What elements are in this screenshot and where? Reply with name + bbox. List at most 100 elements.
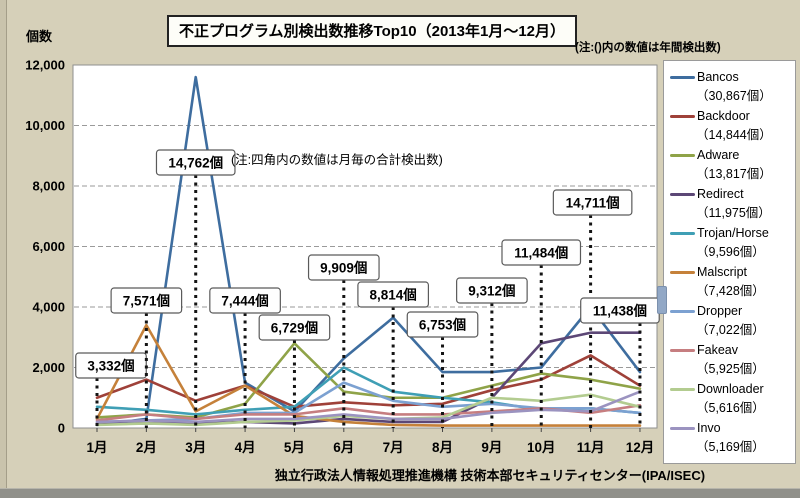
x-tick-label: 1月 (86, 440, 107, 455)
y-tick-label: 6,000 (32, 239, 65, 254)
legend-series-name: Malscript (697, 265, 748, 279)
legend-item-adware: Adware （13,817個） (670, 146, 793, 184)
legend-line-swatch (670, 349, 695, 352)
annotation-6: 9,909個 (307, 254, 380, 428)
legend-series-name: Adware (697, 148, 740, 162)
legend-series-name: Invo (697, 421, 721, 435)
y-tick-label: 2,000 (32, 360, 65, 375)
legend-series-name: Redirect (697, 187, 744, 201)
window-left-edge (0, 0, 7, 498)
legend-name-row: Adware (670, 146, 793, 165)
annotation-label: 9,909個 (320, 260, 367, 276)
legend-line-swatch (670, 76, 695, 79)
annotation-3: 14,762個 (155, 149, 236, 428)
legend-line-swatch (670, 427, 695, 430)
legend-name-row: Trojan/Horse (670, 224, 793, 243)
legend-item-bancos: Bancos （30,867個） (670, 68, 793, 106)
annotation-box (307, 254, 380, 281)
legend-annual-total: （5,616個） (696, 401, 765, 415)
legend-name-row: Downloader (670, 380, 793, 399)
series-line-invo (95, 390, 642, 424)
chart-title: 不正プログラム別検出数推移Top10（2013年1月～12月） (167, 15, 578, 47)
annotation-box (552, 189, 633, 216)
legend-line-swatch (670, 310, 695, 313)
x-tick-label: 8月 (432, 440, 453, 455)
legend-item-downloader: Downloader （5,616個） (670, 380, 793, 418)
annotation-9: 9,312個 (456, 277, 528, 428)
legend-item-invo: Invo （5,169個） (670, 419, 793, 457)
annotation-12: 11,438個 (580, 297, 660, 428)
annotation-1: 3,332個 (75, 352, 147, 428)
legend-name-row: Dropper (670, 302, 793, 321)
annotation-box (258, 314, 331, 341)
monthly-total-note: (注:四角内の数値は月毎の合計検出数) (231, 153, 443, 167)
legend-name-row: Fakeav (670, 341, 793, 360)
x-tick-label: 5月 (284, 440, 305, 455)
series-line-malscript (95, 323, 642, 427)
annotation-box (406, 311, 479, 338)
y-axis-title: 個数 (26, 29, 53, 44)
annotation-2: 7,571個 (110, 287, 183, 428)
x-tick-label: 11月 (577, 440, 605, 455)
footer-credit: 独立行政法人情報処理推進機構 技術本部セキュリティセンター(IPA/ISEC) (274, 468, 706, 483)
annotation-box (357, 281, 430, 308)
annotation-4: 7,444個 (209, 287, 281, 428)
legend-line-swatch (670, 115, 695, 118)
legend-series-name: Fakeav (697, 343, 738, 357)
legend-side-tab (657, 286, 667, 314)
y-tick-label: 10,000 (25, 118, 65, 133)
legend-annual-total: （11,975個） (696, 206, 771, 220)
x-tick-label: 6月 (333, 440, 354, 455)
x-tick-label: 4月 (235, 440, 256, 455)
x-tick-label: 12月 (626, 440, 655, 455)
x-tick-label: 3月 (185, 440, 206, 455)
legend-series-name: Bancos (697, 70, 739, 84)
annual-count-note: (注:()内の数値は年間検出数) (575, 42, 721, 54)
y-tick-label: 0 (58, 421, 65, 436)
legend-annual-total: （30,867個） (696, 89, 772, 103)
x-tick-label: 10月 (527, 440, 556, 455)
legend-line-swatch (670, 154, 695, 157)
annotation-box (456, 277, 528, 304)
annotation-10: 11,484個 (501, 239, 582, 428)
annotation-box (155, 149, 236, 176)
annotation-label: 11,484個 (514, 245, 568, 261)
legend-line-swatch (670, 388, 695, 391)
legend: Bancos （30,867個） Backdoor （14,844個） Adware （1… (663, 60, 796, 464)
legend-annual-total: （5,169個） (696, 440, 765, 454)
x-tick-label: 7月 (383, 440, 404, 455)
legend-item-redirect: Redirect （11,975個） (670, 185, 793, 223)
window-bottom-edge (0, 488, 800, 498)
legend-name-row: Bancos (670, 68, 793, 87)
annotation-label: 9,312個 (468, 283, 515, 299)
series-line-bancos (95, 75, 642, 427)
annotation-box (110, 287, 183, 314)
annotation-7: 8,814個 (357, 281, 430, 428)
y-tick-label: 12,000 (25, 58, 65, 73)
annotation-label: 14,762個 (168, 155, 223, 171)
legend-item-malscript: Malscript （7,428個） (670, 263, 793, 301)
annotation-label: 14,711個 (566, 195, 620, 211)
legend-item-backdoor: Backdoor （14,844個） (670, 107, 793, 145)
legend-annual-total: （13,817個） (696, 167, 772, 181)
y-tick-label: 4,000 (32, 300, 65, 315)
annotation-box (209, 287, 281, 314)
legend-item-dropper: Dropper （7,022個） (670, 302, 793, 340)
y-tick-label: 8,000 (32, 179, 65, 194)
legend-annual-total: （7,022個） (696, 323, 765, 337)
legend-name-row: Malscript (670, 263, 793, 282)
annotation-label: 3,332個 (87, 358, 134, 374)
legend-name-row: Invo (670, 419, 793, 438)
legend-annual-total: （14,844個） (696, 128, 772, 142)
legend-line-swatch (670, 232, 695, 235)
x-tick-label: 2月 (136, 440, 157, 455)
annotation-8: 6,753個 (406, 311, 479, 428)
legend-item-trojan-horse: Trojan/Horse （9,596個） (670, 224, 793, 262)
legend-item-fakeav: Fakeav （5,925個） (670, 341, 793, 379)
legend-series-name: Dropper (697, 304, 743, 318)
legend-annual-total: （9,596個） (696, 245, 765, 259)
annotation-5: 6,729個 (258, 314, 331, 428)
x-tick-label: 9月 (481, 440, 502, 455)
legend-series-name: Backdoor (697, 109, 750, 123)
